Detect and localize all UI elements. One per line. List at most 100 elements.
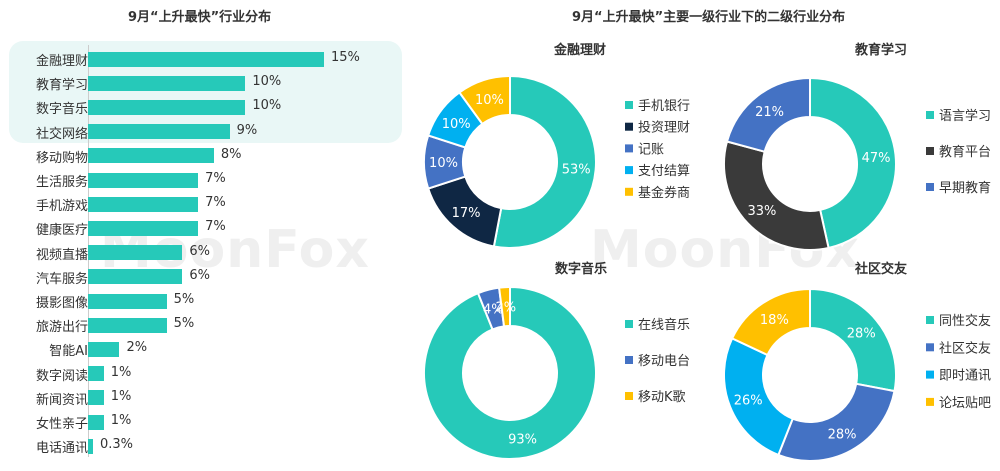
legend-label: 移动K歌 [638, 390, 686, 405]
legend-swatch [625, 356, 633, 364]
bar-category-label: 社交网络 [35, 126, 88, 142]
bar [88, 245, 183, 261]
bar-value-label: 10% [252, 74, 282, 90]
bar-value-label: 2% [126, 340, 148, 356]
legend-swatch [926, 147, 934, 155]
bar-category-label: 视频直播 [35, 247, 88, 263]
donut-title: 金融理财 [553, 42, 606, 58]
bar [88, 196, 199, 212]
bar [88, 220, 199, 236]
bar [88, 99, 246, 115]
donut-slice [809, 76, 897, 250]
donut-slice [497, 285, 511, 328]
legend-label: 记账 [638, 142, 664, 157]
bar-value-label: 1% [110, 388, 132, 404]
donut-slice [777, 382, 896, 462]
legend-label: 早期教育 [939, 180, 991, 196]
slice-value-label: 4% [483, 303, 504, 318]
bar-value-label: 10% [252, 98, 282, 114]
bar-category-label: 新闻资讯 [35, 392, 88, 408]
legend-swatch [926, 111, 934, 119]
donut-slice [723, 140, 830, 251]
legend-swatch [625, 144, 633, 153]
slice-value-label: 28% [847, 327, 876, 342]
donut-slice [423, 285, 597, 460]
bar-category-label: 汽车服务 [35, 271, 88, 287]
legend-swatch [926, 370, 934, 379]
bar-value-label: 6% [189, 243, 211, 259]
bar-value-label: 0.3% [100, 437, 134, 453]
legend-label: 在线音乐 [638, 317, 690, 333]
slice-value-label: 18% [760, 313, 789, 328]
donut-title: 教育学习 [854, 42, 907, 58]
legend-label: 社区交友 [939, 340, 991, 356]
bar-value-label: 15% [331, 50, 360, 65]
bar-value-label: 6% [189, 267, 211, 283]
slice-value-label: 28% [828, 427, 857, 442]
donut-slice [725, 76, 811, 153]
slice-value-label: 10% [429, 156, 458, 171]
bar-category-label: 健康医疗 [35, 223, 88, 239]
legend-swatch [625, 187, 633, 196]
bar-category-label: 电话通讯 [35, 441, 88, 457]
legend-swatch [926, 316, 934, 324]
bar-category-label: 数字音乐 [35, 102, 88, 118]
bar [88, 317, 167, 333]
slice-value-label: 47% [862, 151, 891, 166]
bar-category-label: 生活服务 [35, 175, 88, 190]
bar-category-label: 金融理财 [35, 54, 88, 69]
donut-slice [809, 287, 897, 393]
legend-label: 投资理财 [638, 120, 690, 136]
bar [88, 341, 120, 357]
bar-value-label: 7% [205, 171, 226, 186]
legend-label: 基金券商 [638, 185, 690, 201]
legend-label: 教育平台 [939, 144, 991, 160]
bar [88, 366, 104, 382]
legend-swatch [625, 122, 633, 131]
slice-value-label: 2% [495, 301, 516, 316]
bar [88, 148, 214, 164]
donut-section-title: 9月“上升最快”主要一级行业下的二级行业分布 [572, 10, 846, 25]
bar-value-label: 9% [236, 122, 258, 138]
bar-value-label: 1% [110, 364, 132, 380]
slice-value-label: 17% [452, 206, 481, 221]
bar [88, 438, 93, 454]
legend-swatch [926, 183, 934, 191]
donut-slice [458, 74, 511, 126]
legend-swatch [926, 397, 934, 406]
bar [88, 293, 167, 309]
bar-category-label: 旅游出行 [35, 320, 88, 336]
slice-value-label: 33% [747, 204, 776, 219]
bar-category-label: 智能AI [49, 344, 88, 360]
bar-value-label: 5% [173, 316, 195, 332]
legend-label: 同性交友 [939, 313, 991, 329]
bar [88, 414, 104, 430]
legend-label: 移动电台 [638, 354, 690, 369]
donut-slice [723, 337, 794, 457]
legend-swatch [625, 392, 633, 400]
bar [88, 172, 199, 188]
bar [88, 269, 183, 285]
bar [88, 390, 104, 406]
bar-category-label: 数字阅读 [35, 368, 88, 384]
bar [88, 51, 324, 67]
donut-slice [492, 74, 597, 249]
slice-value-label: 10% [475, 93, 504, 108]
legend-label: 支付结算 [638, 164, 690, 179]
bar-value-label: 8% [220, 146, 242, 162]
bar-value-label: 1% [110, 413, 132, 428]
bar-category-label: 手机游戏 [35, 199, 88, 215]
legend-label: 即时通讯 [939, 369, 991, 384]
bar-category-label: 摄影图像 [35, 296, 88, 311]
slice-value-label: 93% [508, 432, 537, 447]
bar-value-label: 5% [173, 292, 195, 307]
slice-value-label: 53% [562, 162, 591, 177]
bar-category-label: 教育学习 [35, 78, 88, 94]
bar-category-label: 移动购物 [35, 150, 88, 166]
legend-label: 手机银行 [638, 99, 690, 114]
donut-slice [730, 287, 811, 357]
bar-value-label: 7% [205, 219, 226, 235]
donut-title: 数字音乐 [555, 261, 607, 277]
donut-title: 社区交友 [854, 261, 907, 277]
